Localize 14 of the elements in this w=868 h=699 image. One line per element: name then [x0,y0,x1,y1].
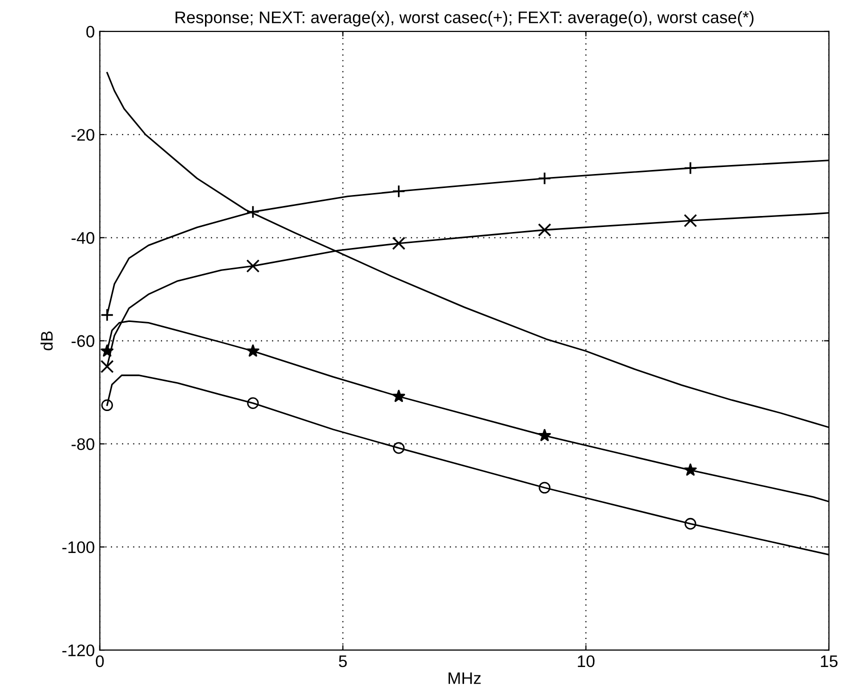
y-tick-label: -20 [72,128,94,141]
y-tick-label: -60 [72,335,94,347]
y-tick-label: 0 [86,26,94,38]
x-tick-label: 5 [338,656,347,668]
x-tick-label: 10 [578,655,595,668]
y-tick-label: -100 [62,541,94,554]
x-tick-label: 0 [96,655,104,668]
chart-title: Response; NEXT: average(x), worst casec(+); FEXT: average(o), worst case(*) [176,11,754,27]
y-tick-label: -120 [62,644,94,656]
y-axis-title: dB [40,331,53,350]
x-tick-label: 15 [820,656,838,668]
y-tick-label: -40 [72,232,94,244]
x-axis-title: MHz [448,672,481,684]
y-tick-label: -80 [72,438,94,450]
